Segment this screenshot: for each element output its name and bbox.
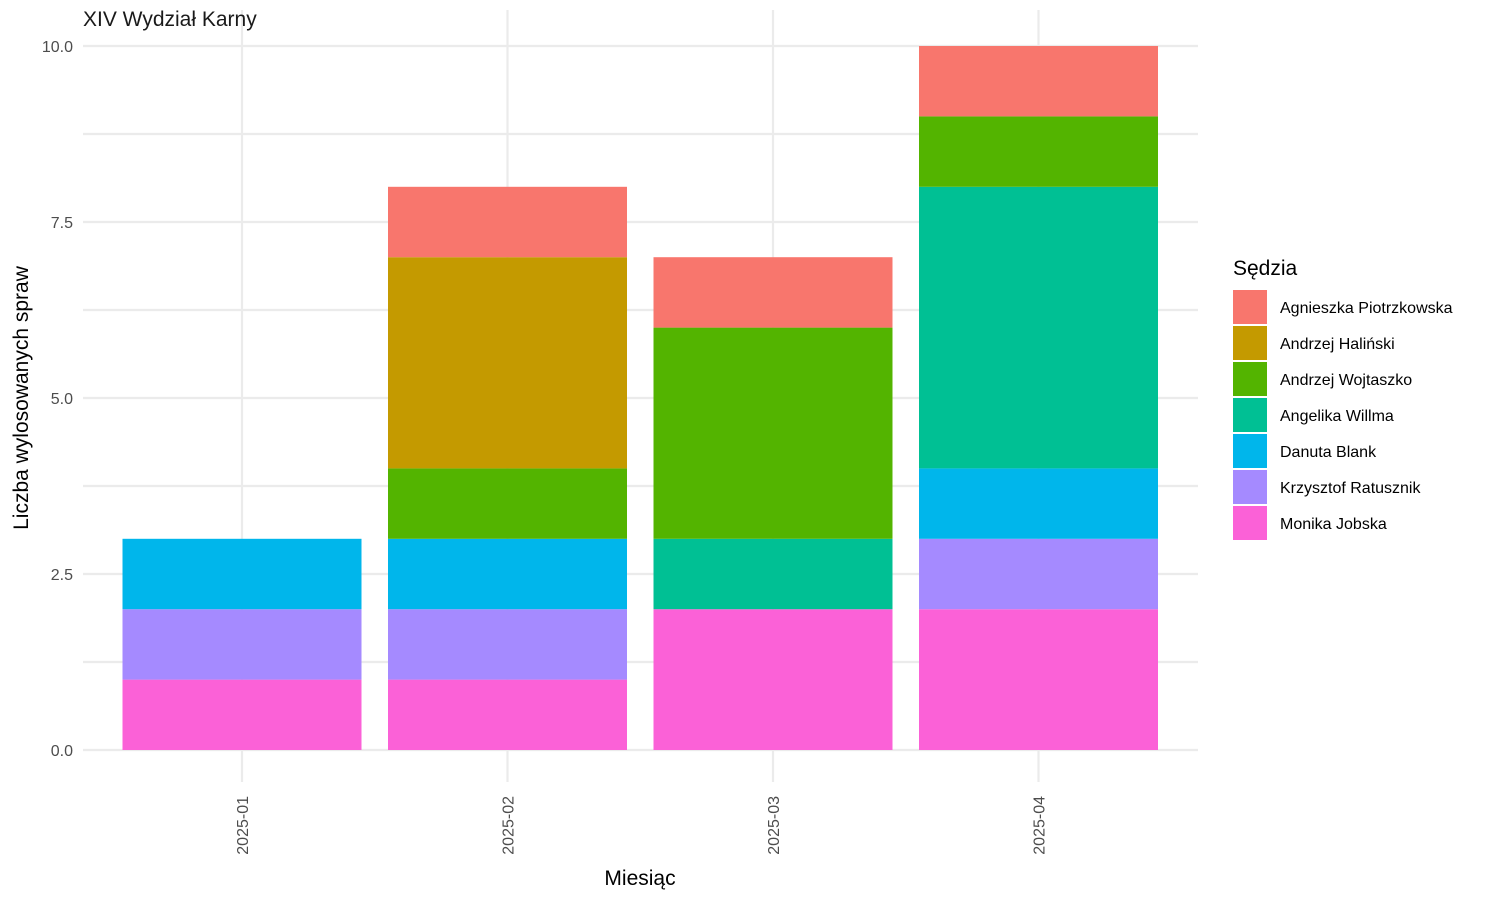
- bar-segment: [919, 609, 1158, 750]
- bar-segment: [388, 186, 627, 258]
- bar-segment: [388, 609, 627, 680]
- bar-segment: [653, 538, 893, 610]
- legend-label: Monika Jobska: [1280, 516, 1387, 533]
- legend-swatch: [1233, 326, 1267, 360]
- y-tick-label: 2.5: [51, 567, 73, 584]
- legend-swatch: [1233, 470, 1267, 504]
- legend-label: Danuta Blank: [1280, 444, 1377, 461]
- legend-label: Agnieszka Piotrzkowska: [1280, 300, 1453, 317]
- bar-segment: [122, 538, 362, 610]
- y-tick-label: 0.0: [51, 743, 73, 760]
- x-tick-label: 2025-02: [501, 796, 518, 855]
- x-tick-label: 2025-03: [766, 796, 783, 855]
- legend-swatch: [1233, 434, 1267, 468]
- bar-segment: [122, 609, 362, 680]
- x-axis-ticks: 2025-01 2025-02 2025-03 2025-04: [235, 796, 1049, 855]
- y-axis-title: Liczba wylosowanych spraw: [10, 265, 33, 530]
- legend-swatch: [1233, 398, 1267, 432]
- bar-segment: [919, 46, 1158, 117]
- legend-label: Andrzej Wojtaszko: [1280, 372, 1412, 389]
- legend-swatch: [1233, 362, 1267, 396]
- chart-title: XIV Wydział Karny: [83, 8, 257, 31]
- bar-segment: [388, 468, 627, 539]
- bars: [122, 46, 1158, 750]
- bar-segment: [919, 468, 1158, 539]
- bar-segment: [388, 679, 627, 750]
- y-tick-label: 7.5: [51, 215, 73, 232]
- bar-segment: [919, 116, 1158, 187]
- legend-swatch: [1233, 506, 1267, 540]
- x-tick-label: 2025-04: [1032, 796, 1049, 855]
- legend-swatch: [1233, 290, 1267, 324]
- y-tick-label: 5.0: [51, 391, 73, 408]
- bar-segment: [919, 186, 1158, 469]
- y-tick-label: 10.0: [42, 39, 73, 56]
- bar-segment: [653, 327, 893, 539]
- legend-title: Sędzia: [1233, 257, 1298, 280]
- legend-label: Andrzej Haliński: [1280, 336, 1395, 353]
- y-axis-ticks: 0.0 2.5 5.0 7.5 10.0: [42, 39, 73, 760]
- legend-label: Krzysztof Ratusznik: [1280, 480, 1421, 497]
- bar-segment: [919, 538, 1158, 610]
- legend-label: Angelika Willma: [1280, 408, 1394, 425]
- bar-segment: [122, 679, 362, 750]
- bar-segment: [653, 609, 893, 750]
- bar-segment: [388, 257, 627, 469]
- x-tick-label: 2025-01: [235, 796, 252, 855]
- x-axis-title: Miesiąc: [604, 867, 675, 890]
- legend: Sędzia Agnieszka Piotrzkowska Andrzej Hal…: [1233, 257, 1453, 540]
- bar-segment: [388, 538, 627, 610]
- bar-segment: [653, 257, 893, 328]
